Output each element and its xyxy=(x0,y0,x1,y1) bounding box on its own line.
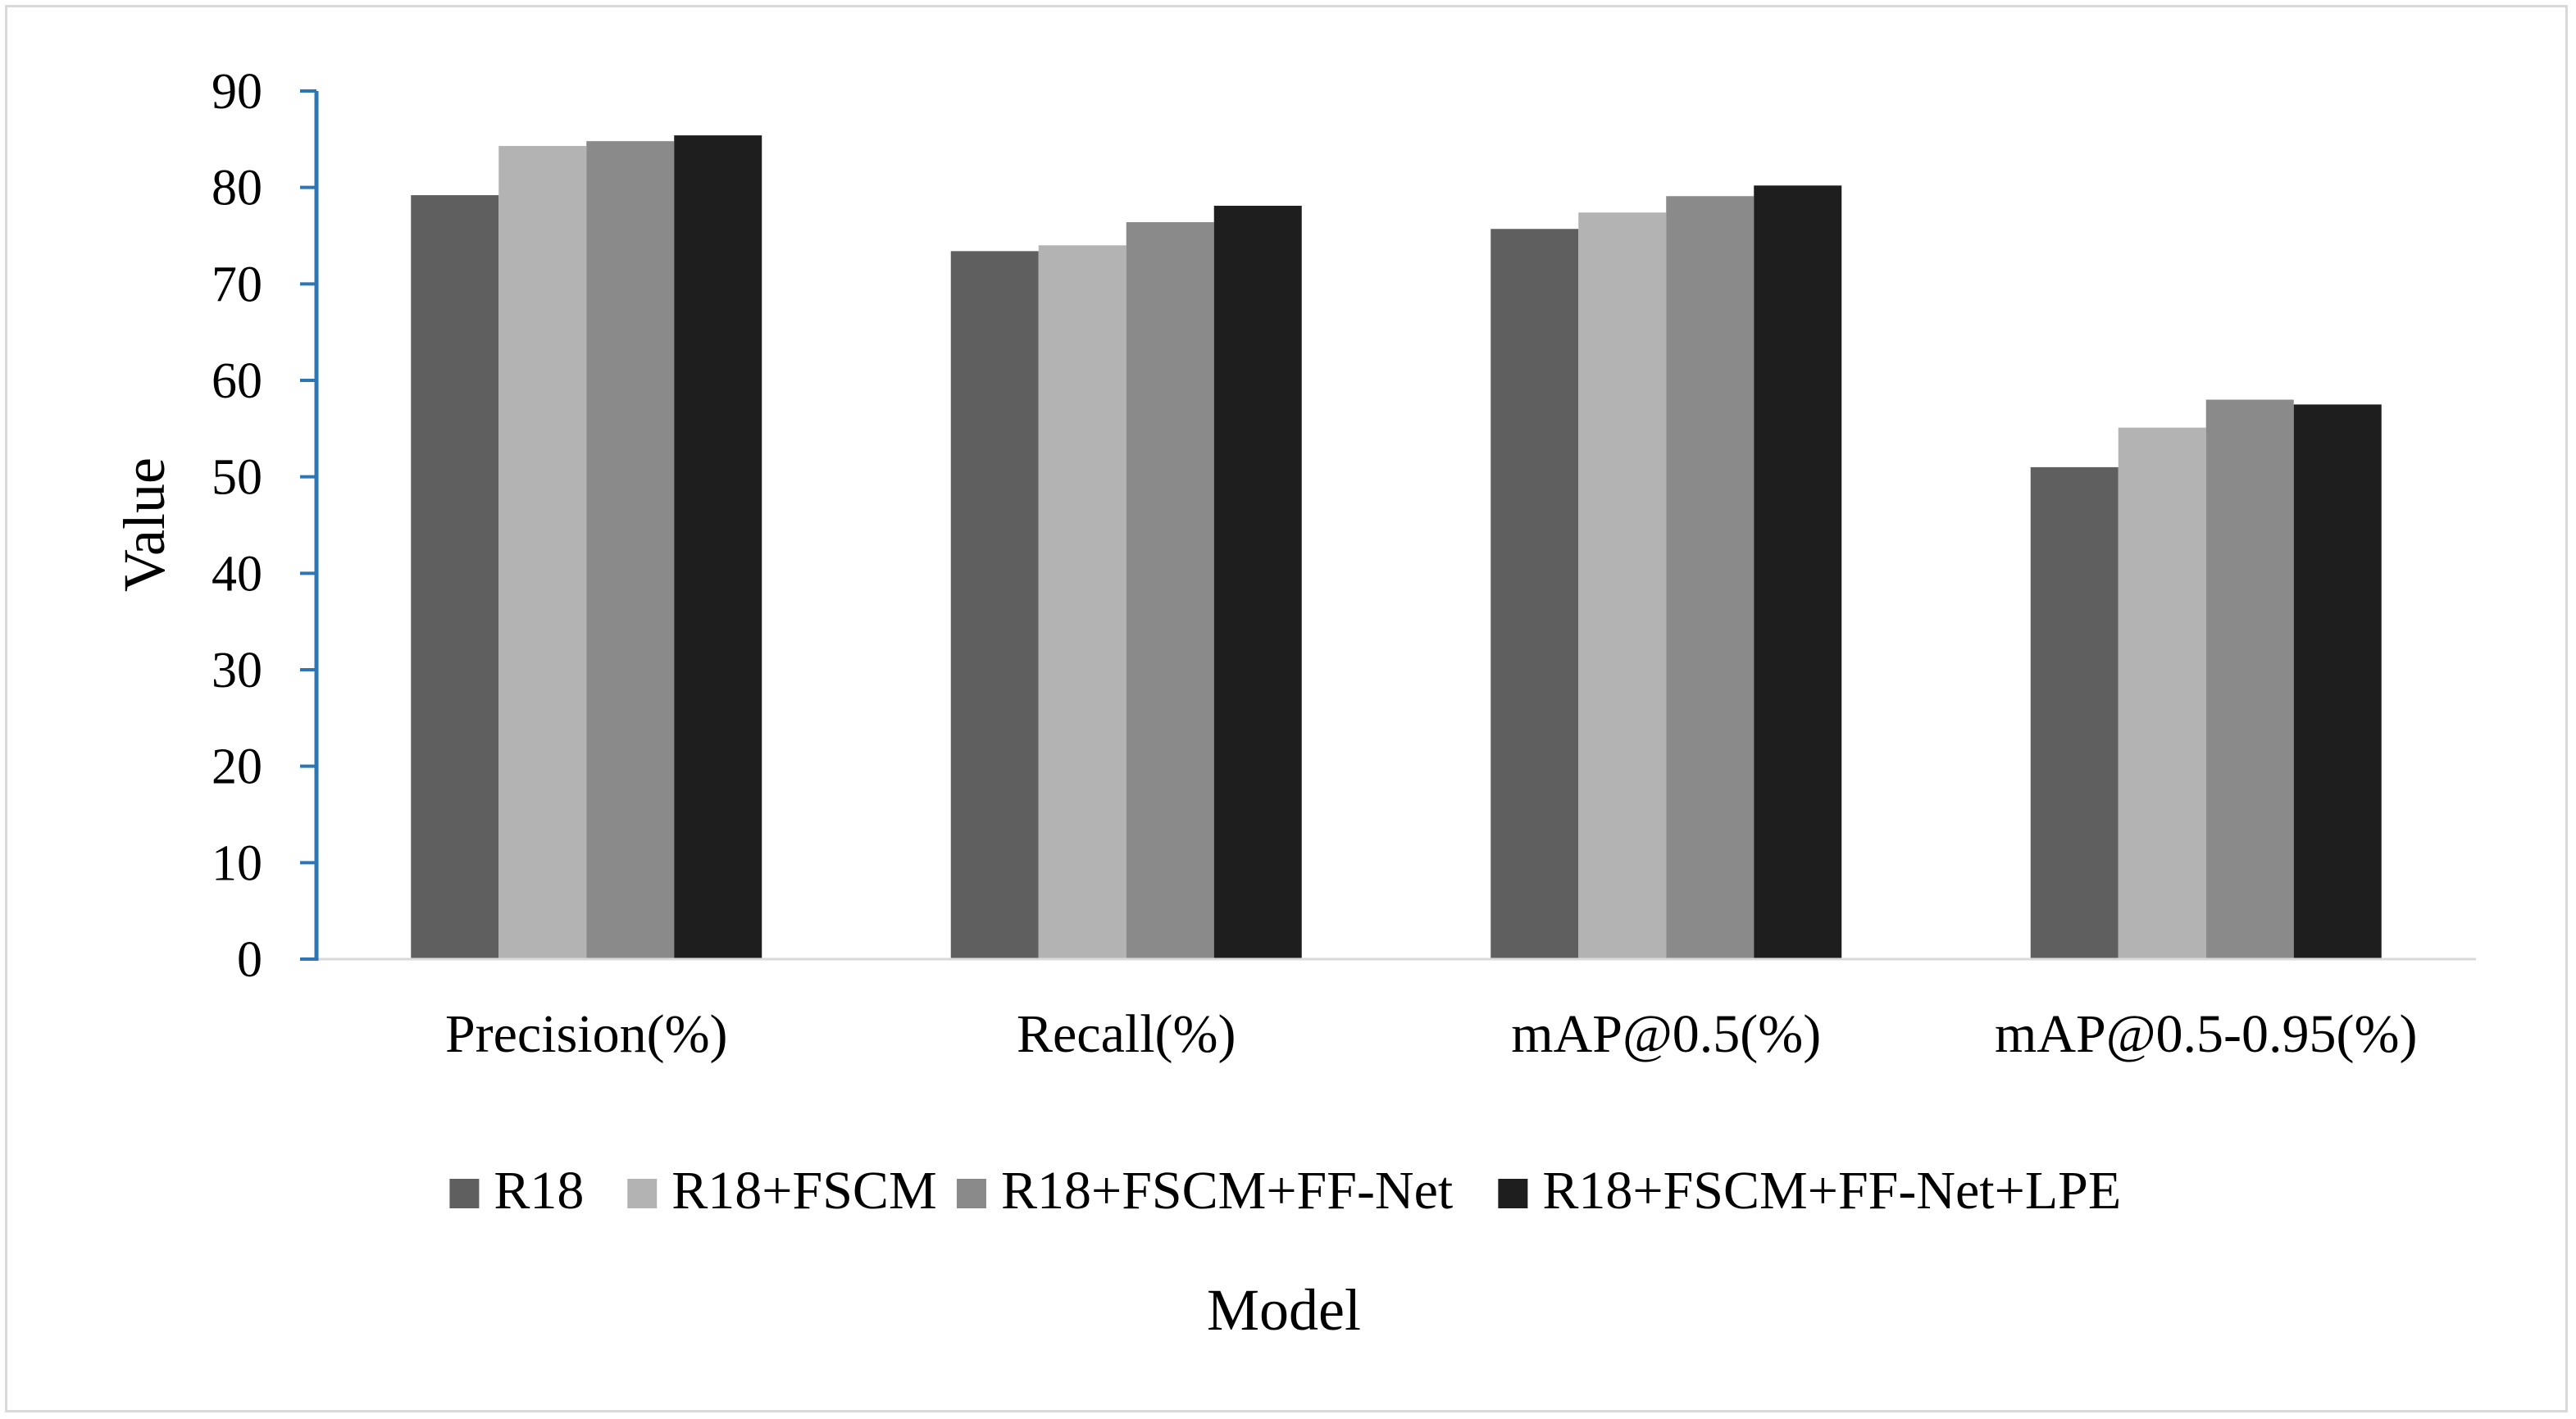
legend-swatch xyxy=(956,1179,986,1208)
bar xyxy=(1578,212,1667,959)
y-tick-label: 10 xyxy=(212,835,262,891)
legend-swatch xyxy=(449,1179,480,1208)
bar xyxy=(1491,229,1579,960)
bar xyxy=(2293,404,2382,960)
bar xyxy=(2118,427,2206,959)
legend: R18 R18+FSCM R18+FSCM+FF-Net R18+FSCM+FF-Ne… xyxy=(449,1161,2121,1221)
bar xyxy=(1038,245,1126,959)
y-tick-label: 80 xyxy=(212,161,262,216)
y-tick-labels: 0 10 20 30 40 50 60 70 80 90 xyxy=(212,64,262,988)
bars-layer xyxy=(411,135,2382,960)
x-axis-title: Model xyxy=(1207,1277,1361,1343)
bar xyxy=(411,195,499,959)
bar xyxy=(950,251,1039,959)
bar xyxy=(2205,399,2294,959)
x-tick-label: Precision(%) xyxy=(445,1004,728,1064)
axis-layer xyxy=(300,89,2476,961)
bar xyxy=(1666,196,1755,960)
y-axis-title: Value xyxy=(112,457,177,592)
bar xyxy=(674,135,762,960)
y-tick-label: 40 xyxy=(212,546,262,602)
x-tick-label: Recall(%) xyxy=(1017,1004,1236,1064)
bar xyxy=(1126,222,1214,959)
y-tick-label: 90 xyxy=(212,64,262,120)
legend-swatch xyxy=(1498,1179,1528,1208)
legend-swatch xyxy=(627,1179,658,1208)
bar xyxy=(586,141,675,960)
legend-label: R18+FSCM+FF-Net+LPE xyxy=(1542,1161,2121,1221)
y-tick-label: 50 xyxy=(212,450,262,506)
legend-label: R18 xyxy=(494,1161,584,1221)
x-tick-label: mAP@0.5(%) xyxy=(1511,1004,1821,1064)
bar xyxy=(2030,466,2119,959)
bar xyxy=(1213,206,1302,960)
y-tick-label: 20 xyxy=(212,739,262,795)
y-tick-label: 0 xyxy=(237,932,262,988)
legend-label: R18+FSCM+FF-Net xyxy=(1001,1161,1453,1221)
x-category-labels: Precision(%) Recall(%) mAP@0.5(%) mAP@0.5-0… xyxy=(445,1004,2417,1064)
y-tick-label: 60 xyxy=(212,353,262,409)
bar xyxy=(1754,185,1842,959)
y-tick-label: 70 xyxy=(212,257,262,312)
y-tick-label: 30 xyxy=(212,643,262,698)
bar xyxy=(498,146,587,959)
legend-label: R18+FSCM xyxy=(671,1161,936,1221)
x-tick-label: mAP@0.5-0.95(%) xyxy=(1995,1004,2417,1064)
